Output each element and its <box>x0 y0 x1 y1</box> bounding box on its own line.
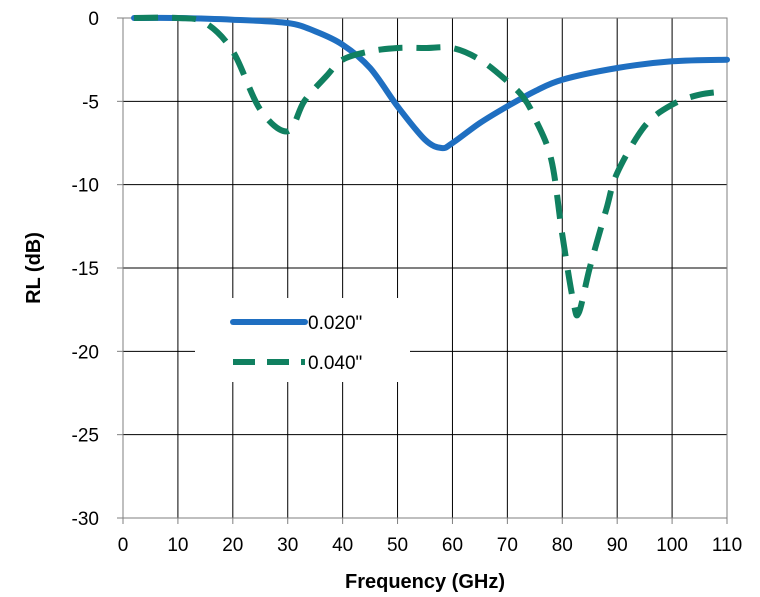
x-tick-label: 70 <box>497 535 518 556</box>
x-tick-label: 20 <box>222 535 243 556</box>
x-tick-label: 110 <box>712 535 742 556</box>
plot-area <box>117 14 730 524</box>
y-tick-label: -5 <box>82 92 99 113</box>
y-axis-title: RL (dB) <box>23 232 45 304</box>
series-line-dashed <box>133 14 728 319</box>
legend-items: 0.020" 0.040" <box>230 313 362 374</box>
x-tick-label: 0 <box>118 535 129 556</box>
x-axis-title: Frequency (GHz) <box>345 571 505 593</box>
series-line-solid <box>131 14 730 152</box>
x-tick-marks <box>122 518 728 524</box>
y-tick-label: -30 <box>72 509 99 530</box>
y-tick-labels: 0 -5 -10 -15 -20 -25 -30 <box>72 9 99 530</box>
legend-label: 0.020" <box>308 313 362 334</box>
x-tick-label: 50 <box>387 535 408 556</box>
y-tick-label: -25 <box>72 426 99 447</box>
x-tick-label: 60 <box>442 535 463 556</box>
y-tick-marks <box>117 17 123 519</box>
legend: 0.020" 0.040" <box>195 298 410 382</box>
y-tick-label: 0 <box>88 9 99 30</box>
y-tick-label: -20 <box>72 342 99 363</box>
x-tick-label: 10 <box>167 535 188 556</box>
x-tick-labels: 0 10 20 30 40 50 60 70 80 90 100 110 <box>118 535 742 556</box>
series-lines <box>131 14 730 319</box>
x-tick-label: 90 <box>607 535 628 556</box>
legend-label: 0.040" <box>308 353 362 374</box>
x-tick-label: 100 <box>656 535 688 556</box>
y-tick-label: -15 <box>72 259 99 280</box>
legend-background <box>195 298 410 382</box>
x-tick-label: 30 <box>277 535 298 556</box>
y-tick-label: -10 <box>72 176 99 197</box>
x-tick-label: 40 <box>332 535 353 556</box>
x-tick-label: 80 <box>552 535 573 556</box>
